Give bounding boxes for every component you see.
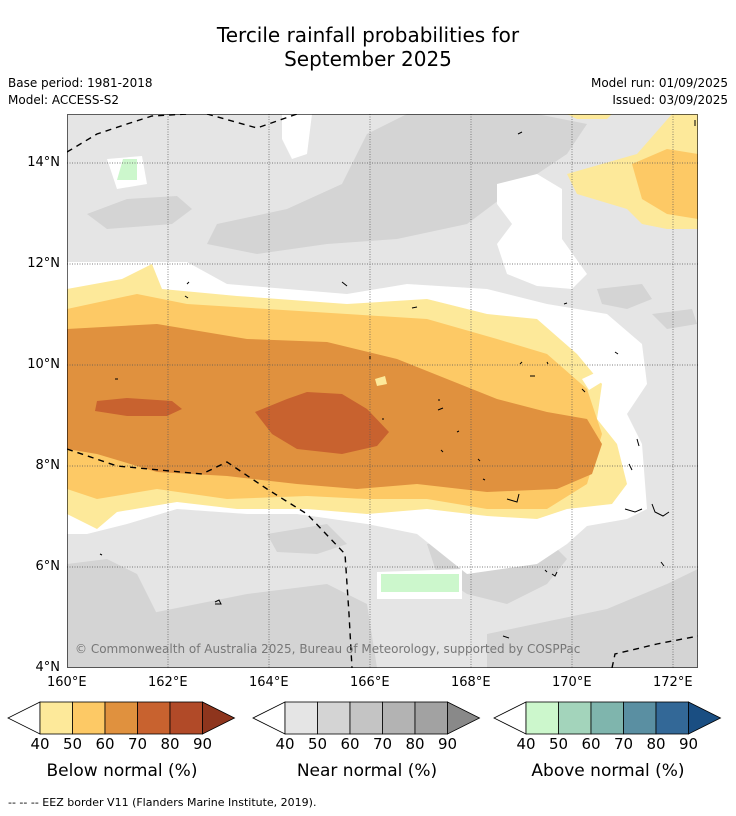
eez-footnote: -- -- -- EEZ border V11 (Flanders Marine…: [8, 796, 317, 809]
above-colorbar-over-arrow: [688, 701, 722, 735]
below-colorbar-segment-4: [137, 701, 171, 735]
above-colorbar-segment-1: [525, 701, 559, 735]
above-colorbar-tick-70: 70: [613, 735, 634, 753]
lon-label-160e: 160°E: [47, 675, 87, 690]
below-colorbar-segment-2: [72, 701, 106, 735]
below-normal-colorbar: [7, 701, 236, 735]
above-colorbar-tick-50: 50: [548, 735, 569, 753]
near-colorbar-tick-70: 70: [372, 735, 393, 753]
below-colorbar-tick-90: 90: [192, 735, 213, 753]
near-colorbar-under-arrow: [252, 701, 286, 735]
lat-label-6n: 6°N: [35, 559, 61, 574]
above-normal-label: Above normal (%): [531, 761, 685, 781]
below-colorbar-segment-3: [104, 701, 138, 735]
lon-label-162e: 162°E: [148, 675, 188, 690]
lon-label-166e: 166°E: [350, 675, 390, 690]
model-run: Model run: 01/09/2025: [590, 76, 728, 90]
near-normal-label: Near normal (%): [296, 761, 438, 781]
near-colorbar-tick-40: 40: [275, 735, 295, 753]
below-colorbar-segment-5: [169, 701, 203, 735]
lon-label-172e: 172°E: [653, 675, 693, 690]
above-colorbar-tick-80: 80: [646, 735, 666, 753]
below-colorbar-under-arrow: [7, 701, 41, 735]
below-normal-label: Below normal (%): [46, 761, 198, 781]
near-colorbar-tick-80: 80: [405, 735, 425, 753]
near-colorbar-segment-1: [284, 701, 318, 735]
above-colorbar-tick-90: 90: [678, 735, 699, 753]
below-colorbar-segment-1: [39, 701, 73, 735]
below-colorbar-tick-60: 60: [95, 735, 115, 753]
above-colorbar-tick-60: 60: [581, 735, 601, 753]
lon-label-170e: 170°E: [552, 675, 592, 690]
near-colorbar-segment-2: [317, 701, 351, 735]
near-colorbar-segment-3: [349, 701, 383, 735]
lat-label-4n: 4°N: [35, 660, 61, 675]
below-normal-70-region: [95, 392, 389, 454]
lat-label-14n: 14°N: [27, 155, 60, 170]
above-colorbar-segment-3: [590, 701, 624, 735]
above-colorbar-tick-40: 40: [516, 735, 536, 753]
rainfall-probability-map: © Commonwealth of Australia 2025, Bureau…: [67, 114, 698, 668]
lat-label-10n: 10°N: [27, 357, 60, 372]
near-colorbar-segment-4: [382, 701, 416, 735]
near-colorbar-segment-5: [414, 701, 448, 735]
near-colorbar-tick-90: 90: [437, 735, 458, 753]
near-colorbar-tick-60: 60: [340, 735, 360, 753]
base-period: Base period: 1981-2018: [8, 76, 153, 90]
model-name: Model: ACCESS-S2: [8, 93, 120, 107]
islands: [99, 120, 696, 639]
near-colorbar-tick-50: 50: [307, 735, 328, 753]
below-colorbar-tick-50: 50: [62, 735, 83, 753]
below-colorbar-over-arrow: [202, 701, 236, 735]
below-colorbar-tick-40: 40: [30, 735, 50, 753]
gridlines: [67, 114, 698, 668]
below-colorbar-tick-70: 70: [127, 735, 148, 753]
lon-label-164e: 164°E: [249, 675, 289, 690]
lat-label-8n: 8°N: [35, 458, 61, 473]
small-white-patch: [582, 372, 602, 390]
above-colorbar-segment-5: [655, 701, 689, 735]
lat-label-12n: 12°N: [27, 256, 60, 271]
copyright-notice: © Commonwealth of Australia 2025, Bureau…: [75, 642, 580, 656]
eez-borders: [67, 114, 698, 668]
above-normal-regions: [117, 159, 459, 592]
above-colorbar-segment-2: [558, 701, 592, 735]
title-line-2: September 2025: [284, 47, 452, 71]
near-normal-colorbar: [252, 701, 481, 735]
lon-label-168e: 168°E: [451, 675, 491, 690]
below-colorbar-tick-80: 80: [160, 735, 180, 753]
map-frame: [67, 114, 698, 668]
issued-date: Issued: 03/09/2025: [612, 93, 728, 107]
above-colorbar-under-arrow: [493, 701, 527, 735]
title-line-1: Tercile rainfall probabilities for: [216, 23, 520, 47]
small-patch: [375, 376, 387, 386]
near-colorbar-over-arrow: [447, 701, 481, 735]
above-normal-colorbar: [493, 701, 722, 735]
above-colorbar-segment-4: [623, 701, 657, 735]
